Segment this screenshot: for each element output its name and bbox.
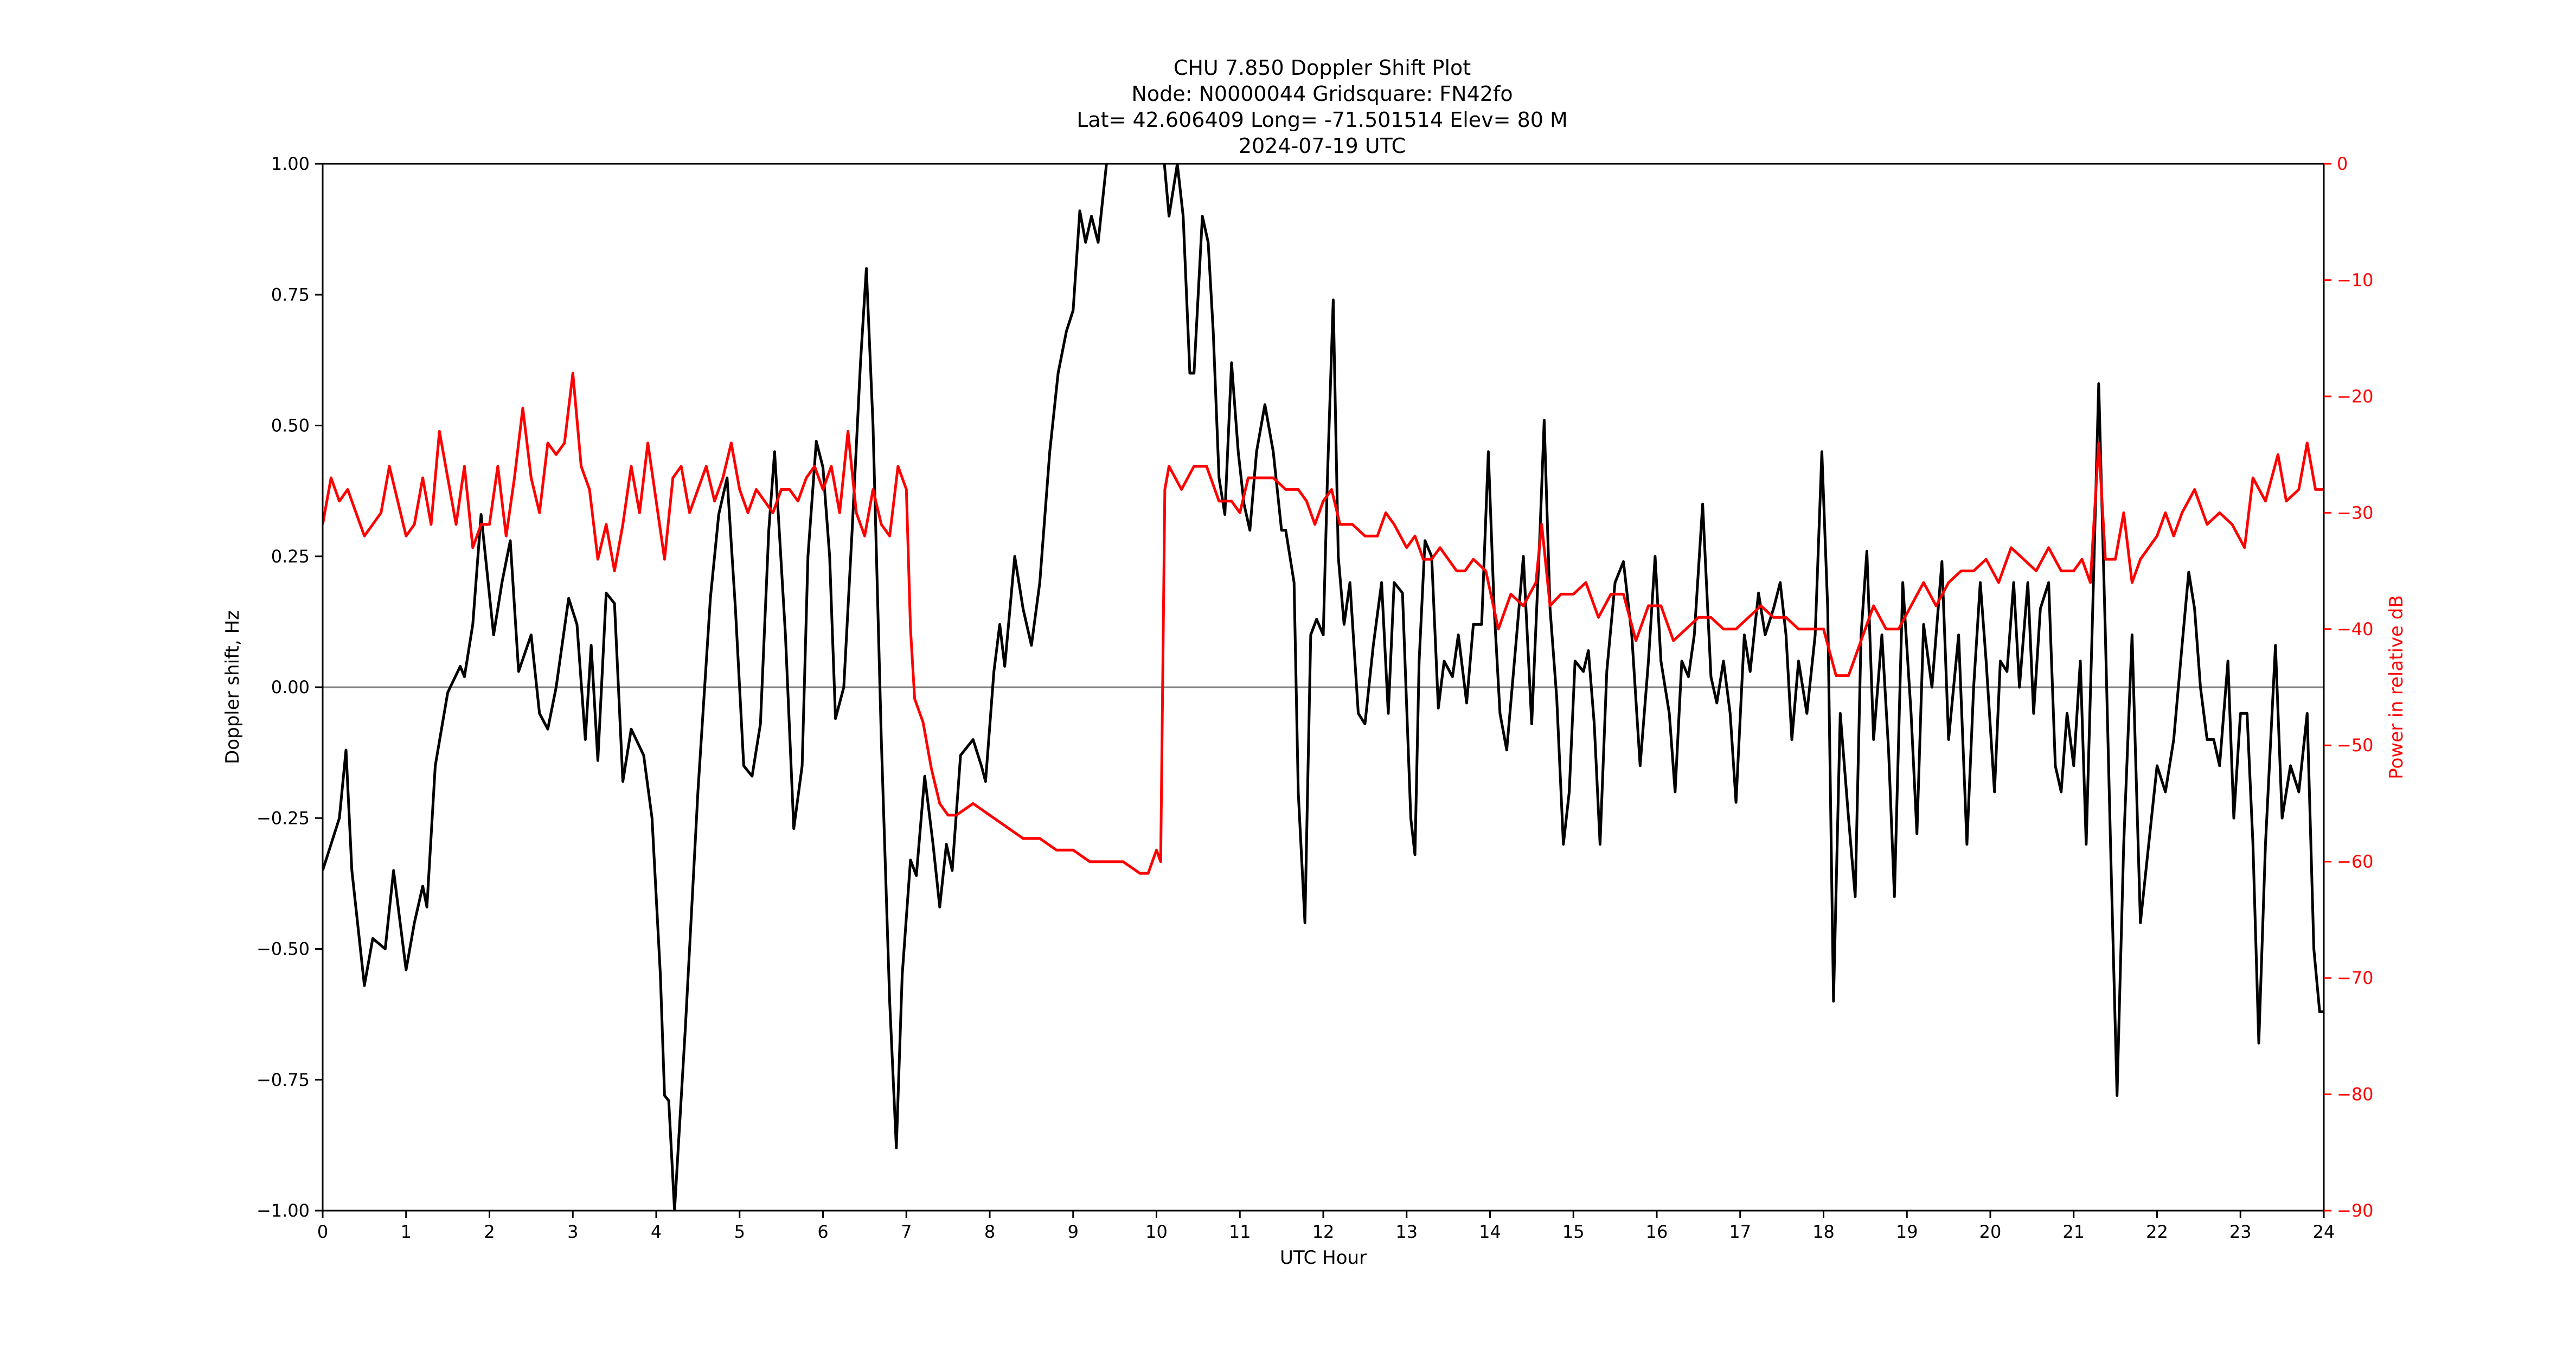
x-tick-label: 22 [2146,1221,2168,1242]
x-tick-label: 14 [1479,1221,1501,1242]
x-tick-label: 2 [484,1221,495,1242]
y2-tick-label: −70 [2337,968,2374,988]
y-axis-ticks: 1.00 0.75 0.50 0.25 0.00 −0.25 −0.50 −0.75 −1.00 [257,153,323,1221]
title-line-3: Lat= 42.606409 Long= -71.501514 Elev= 80… [1076,108,1568,132]
x-tick-label: 7 [901,1221,912,1242]
y2-tick-label: −60 [2337,852,2374,872]
y2-tick-label: −30 [2337,502,2374,523]
x-tick-label: 1 [401,1221,412,1242]
y2-tick-label: −90 [2337,1200,2374,1221]
x-tick-label: 10 [1145,1221,1168,1242]
x-tick-label: 18 [1812,1221,1835,1242]
y2-tick-label: −20 [2337,386,2374,407]
x-tick-label: 11 [1229,1221,1251,1242]
x-tick-label: 21 [2062,1221,2085,1242]
x-tick-label: 19 [1896,1221,1918,1242]
y-tick-label: 0.25 [271,546,310,567]
y-tick-label: 0.50 [271,415,310,436]
x-tick-label: 8 [984,1221,995,1242]
y-tick-label: 0.75 [271,284,310,305]
title-line-2: Node: N0000044 Gridsquare: FN42fo [1131,82,1513,106]
x-tick-label: 6 [817,1221,828,1242]
doppler-series-line [323,164,2324,1211]
x-axis-label: UTC Hour [1280,1247,1367,1269]
y2-tick-label: −80 [2337,1084,2374,1105]
x-tick-label: 3 [567,1221,578,1242]
plot-area [323,164,2324,1211]
y-tick-label: 0.00 [271,677,310,698]
x-tick-label: 24 [2313,1221,2335,1242]
y-tick-label: 1.00 [271,153,310,174]
y-tick-label: −1.00 [257,1200,310,1221]
x-tick-label: 5 [734,1221,745,1242]
y2-tick-label: −40 [2337,619,2374,639]
y2-tick-label: −50 [2337,735,2374,756]
x-tick-label: 0 [317,1221,328,1242]
y2-axis-label: Power in relative dB [2386,595,2407,779]
chart-title: CHU 7.850 Doppler Shift Plot Node: N0000… [1076,56,1568,158]
y2-tick-label: 0 [2337,153,2348,174]
x-tick-label: 4 [651,1221,662,1242]
x-tick-label: 9 [1068,1221,1079,1242]
title-line-4: 2024-07-19 UTC [1239,134,1406,158]
title-line-1: CHU 7.850 Doppler Shift Plot [1174,56,1471,80]
y-axis-label: Doppler shift, Hz [222,610,243,764]
x-axis-ticks: 0 1 2 3 4 5 6 7 8 9 10 11 12 13 14 15 16 17 18 19 20 21 22 23 24 [317,1211,2335,1242]
y2-tick-label: −10 [2337,270,2374,290]
x-tick-label: 13 [1395,1221,1418,1242]
power-series-line [323,372,2324,875]
x-tick-label: 20 [1979,1221,2002,1242]
x-tick-label: 16 [1646,1221,1668,1242]
y2-axis-ticks: 0 −10 −20 −30 −40 −50 −60 −70 −80 −90 [2324,153,2374,1221]
y-tick-label: −0.25 [257,808,310,828]
x-tick-label: 15 [1562,1221,1585,1242]
x-tick-label: 17 [1729,1221,1751,1242]
x-tick-label: 12 [1312,1221,1335,1242]
y-tick-label: −0.50 [257,939,310,960]
y-tick-label: −0.75 [257,1070,310,1090]
x-tick-label: 23 [2229,1221,2252,1242]
